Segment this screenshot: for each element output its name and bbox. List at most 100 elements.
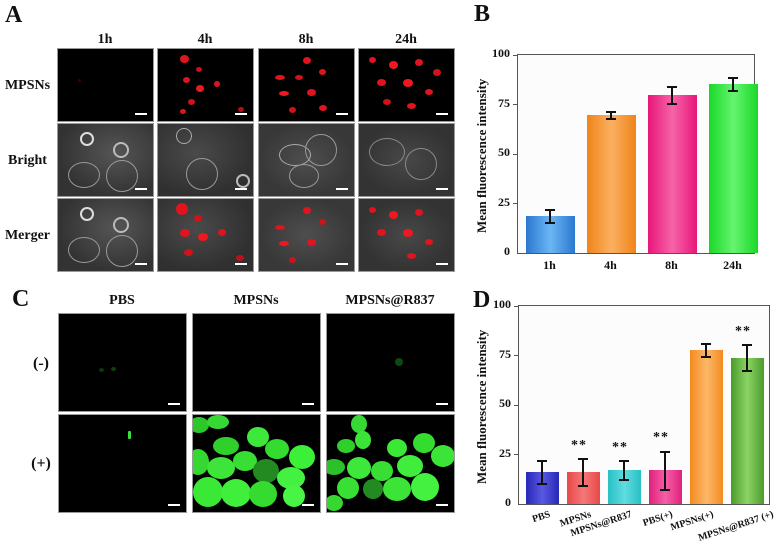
error-cap [578,485,588,488]
panel-b-xtick-24h: 24h [723,258,742,272]
panel-c-row-plus: (+) [31,455,51,472]
panel-a-label: A [5,2,23,28]
error-cap [728,76,738,79]
panel-a-col-4h: 4h [197,32,213,47]
panel-a-row-mpsns: MPSNs [4,78,51,93]
panel-c-row-minus: (-) [33,355,49,372]
panel-b-ytick-50: 50 [498,145,510,159]
significance-mpsns-r837-plus: ** [735,324,751,339]
micrograph-a-bright-24h [358,123,455,197]
y-tick [513,55,518,56]
error-cap [619,460,629,463]
panel-d-ytick-50: 50 [499,396,511,410]
scale-bar [235,263,247,265]
micrograph-c-pbs-plus [58,414,187,513]
error-bar-pbs-plus [664,450,666,491]
scale-bar [135,263,147,265]
panel-b-label: B [474,1,491,27]
panel-d-ytick-100: 100 [493,297,511,311]
error-bar-8h [671,85,673,104]
error-cap [660,450,670,453]
micrograph-a-mpsns-4h [157,48,254,122]
micrograph-c-mpsns-plus [192,414,321,513]
error-cap [619,479,629,482]
micrograph-a-mpsns-24h [358,48,455,122]
error-bar-4h [610,111,612,120]
y-tick [514,405,519,406]
y-tick [513,203,518,204]
y-tick [513,154,518,155]
micrograph-a-mpsns-8h [258,48,355,122]
panel-c-col-mpsns-r837: MPSNs@R837 [345,293,435,308]
y-tick [513,104,518,105]
error-bar-1h [549,209,551,224]
panel-a-row-bright: Bright [8,153,47,168]
panel-b-ytick-25: 25 [498,195,510,209]
panel-a-col-1h: 1h [97,32,113,47]
panel-b-xtick-1h: 1h [543,258,556,272]
panel-a-row-merger: Merger [4,228,51,243]
bar-8h [648,94,697,253]
error-bar-mpsns-plus [705,342,707,357]
error-cap [606,118,616,121]
error-cap [742,343,752,346]
panel-b-plot-area [513,54,758,254]
bar-mpsns-plus [690,349,723,504]
panel-d-plot-area: ** ** ** ** [514,305,770,505]
scale-bar [336,188,348,190]
error-cap [578,458,588,461]
scale-bar [135,113,147,115]
error-cap [545,209,555,212]
micrograph-a-merger-24h [358,198,455,272]
micrograph-c-mpsns-minus [192,313,321,412]
micrograph-c-pbs-minus [58,313,187,412]
error-cap [667,102,677,105]
panel-c-label: C [12,286,30,312]
scale-bar [168,403,180,405]
scale-bar [336,113,348,115]
micrograph-a-mpsns-1h [57,48,154,122]
error-bar-pbs [541,460,543,485]
error-cap [545,222,555,225]
scale-bar [436,504,448,506]
panel-b-ytick-75: 75 [498,96,510,110]
micrograph-a-merger-4h [157,198,254,272]
bar-mpsns-r837-plus [731,357,764,504]
error-bar-mpsns-r837-plus [746,343,748,372]
panel-d-ytick-75: 75 [499,347,511,361]
scale-bar [135,188,147,190]
panel-b-ytick-100: 100 [492,46,510,60]
bar-4h [587,115,636,253]
scale-bar [302,403,314,405]
error-cap [701,355,711,358]
panel-b-ytick-0: 0 [504,244,510,258]
significance-mpsns-r837: ** [612,440,628,455]
error-bar-mpsns [582,458,584,487]
y-tick [514,355,519,356]
panel-d-xtick-pbs: PBS [530,509,552,526]
scale-bar [168,504,180,506]
panel-c-col-pbs: PBS [109,293,135,308]
error-bar-mpsns-r837 [623,460,625,481]
panel-b-xtick-4h: 4h [604,258,617,272]
error-cap [742,370,752,373]
y-tick [514,306,519,307]
panel-d-label: D [473,287,491,313]
scale-bar [436,188,448,190]
micrograph-c-mpsns-r837-minus [326,313,455,412]
significance-mpsns: ** [571,438,587,453]
micrograph-c-mpsns-r837-plus [326,414,455,513]
y-tick [514,454,519,455]
error-cap [667,85,677,88]
panel-a-col-24h: 24h [395,32,417,47]
error-cap [537,460,547,463]
micrograph-a-merger-1h [57,198,154,272]
significance-pbs-plus: ** [653,430,669,445]
micrograph-a-bright-4h [157,123,254,197]
scale-bar [235,188,247,190]
micrograph-a-merger-8h [258,198,355,272]
panel-b-xtick-8h: 8h [665,258,678,272]
error-cap [606,111,616,114]
error-cap [701,342,711,345]
panel-c-col-mpsns: MPSNs [233,293,279,308]
